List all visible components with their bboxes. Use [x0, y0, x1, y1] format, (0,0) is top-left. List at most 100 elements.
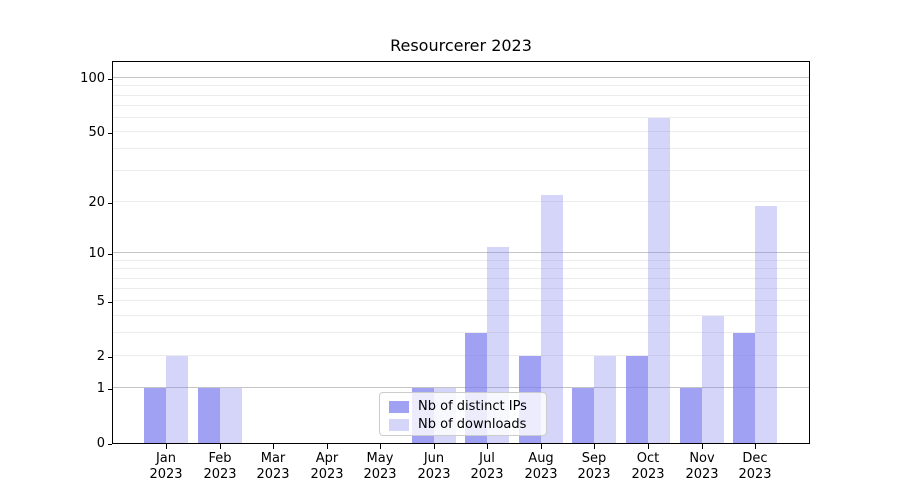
y-tick-mark-0: [108, 444, 112, 445]
x-tick-year: 2023: [738, 467, 772, 482]
x-tick-mark-sep: [594, 444, 595, 449]
bar-downloads-oct: [648, 117, 670, 443]
y-tick-label-0: 0: [96, 436, 105, 451]
legend-label: Nb of distinct IPs: [418, 399, 527, 414]
x-tick-month: Sep: [581, 451, 607, 466]
y-tick-label-10: 10: [88, 246, 105, 261]
minor-gridline-30: [113, 170, 809, 172]
major-gridline-1: [113, 387, 809, 389]
legend-item-downloads: Nb of downloads: [389, 416, 537, 433]
x-tick-label-sep: Sep 2023: [562, 451, 626, 483]
x-tick-mark-aug: [541, 444, 542, 449]
minor-gridline-20: [113, 201, 809, 203]
x-tick-year: 2023: [685, 467, 719, 482]
minor-gridline-8: [113, 268, 809, 270]
legend: Nb of distinct IPs Nb of downloads: [379, 392, 547, 436]
x-tick-label-jul: Jul 2023: [455, 451, 519, 483]
bar-downloads-sep: [594, 356, 617, 443]
x-tick-mark-feb: [220, 444, 221, 449]
x-tick-year: 2023: [310, 467, 344, 482]
minor-gridline-3: [113, 332, 809, 334]
legend-swatch-icon: [389, 418, 409, 431]
x-tick-month: Apr: [315, 451, 339, 466]
x-tick-label-aug: Aug 2023: [509, 451, 573, 483]
y-tick-label-2: 2: [96, 349, 105, 364]
x-tick-year: 2023: [470, 467, 504, 482]
x-tick-month: Jan: [155, 451, 177, 466]
x-tick-month: Jul: [479, 451, 495, 466]
x-tick-month: Nov: [689, 451, 715, 466]
x-tick-label-mar: Mar 2023: [241, 451, 305, 483]
y-tick-label-5: 5: [96, 294, 105, 309]
x-tick-mark-nov: [702, 444, 703, 449]
minor-gridline-9: [113, 259, 809, 261]
bar-ips-dec: [733, 333, 755, 443]
minor-gridline-90: [113, 85, 809, 87]
x-tick-label-apr: Apr 2023: [295, 451, 359, 483]
bar-downloads-aug: [540, 195, 563, 443]
bar-downloads-feb: [219, 388, 242, 443]
minor-gridline-70: [113, 104, 809, 106]
x-tick-mark-jul: [487, 444, 488, 449]
x-tick-mark-jun: [434, 444, 435, 449]
minor-gridline-60: [113, 116, 809, 118]
major-gridline-10: [113, 252, 809, 254]
chart-title: Resourcerer 2023: [390, 36, 532, 55]
x-tick-month: Oct: [636, 451, 660, 466]
bar-ips-nov: [679, 388, 702, 443]
x-tick-label-oct: Oct 2023: [616, 451, 680, 483]
legend-item-distinct-ips: Nb of distinct IPs: [389, 398, 537, 415]
y-tick-mark-100: [108, 79, 112, 80]
y-tick-label-50: 50: [88, 125, 105, 140]
bar-downloads-dec: [755, 206, 777, 443]
bar-ips-oct: [626, 356, 648, 443]
y-tick-mark-50: [108, 133, 112, 134]
x-tick-month: Dec: [742, 451, 768, 466]
y-tick-mark-5: [108, 302, 112, 303]
x-tick-year: 2023: [363, 467, 397, 482]
legend-label: Nb of downloads: [418, 417, 527, 432]
minor-gridline-80: [113, 94, 809, 96]
minor-gridline-40: [113, 148, 809, 150]
x-tick-year: 2023: [203, 467, 237, 482]
x-tick-label-jan: Jan 2023: [134, 451, 198, 483]
bar-downloads-nov: [701, 315, 724, 443]
x-tick-month: Jun: [423, 451, 445, 466]
x-tick-mark-mar: [273, 444, 274, 449]
x-tick-year: 2023: [524, 467, 558, 482]
x-tick-month: Aug: [528, 451, 554, 466]
x-tick-year: 2023: [149, 467, 183, 482]
x-tick-month: Mar: [260, 451, 286, 466]
x-tick-month: Feb: [208, 451, 232, 466]
y-tick-label-20: 20: [88, 195, 105, 210]
minor-gridline-5: [113, 300, 809, 302]
bar-ips-feb: [197, 388, 220, 443]
x-tick-mark-oct: [648, 444, 649, 449]
y-tick-label-100: 100: [80, 71, 105, 86]
x-tick-year: 2023: [256, 467, 290, 482]
x-tick-year: 2023: [577, 467, 611, 482]
y-tick-label-1: 1: [96, 381, 105, 396]
x-tick-mark-dec: [755, 444, 756, 449]
plot-area: [112, 61, 810, 444]
x-tick-label-feb: Feb 2023: [188, 451, 252, 483]
y-tick-mark-2: [108, 357, 112, 358]
x-tick-label-jun: Jun 2023: [402, 451, 466, 483]
x-tick-mark-jan: [166, 444, 167, 449]
y-tick-mark-10: [108, 254, 112, 255]
bar-ips-jan: [144, 388, 166, 443]
y-tick-mark-20: [108, 203, 112, 204]
minor-gridline-2: [113, 355, 809, 357]
minor-gridline-50: [113, 131, 809, 133]
minor-gridline-6: [113, 288, 809, 290]
legend-swatch-icon: [389, 400, 409, 413]
x-tick-month: May: [366, 451, 394, 466]
x-tick-year: 2023: [631, 467, 665, 482]
x-tick-label-dec: Dec 2023: [723, 451, 787, 483]
major-gridline-100: [113, 77, 809, 78]
bar-ips-sep: [572, 388, 595, 443]
minor-gridline-7: [113, 277, 809, 279]
x-tick-year: 2023: [417, 467, 451, 482]
x-tick-mark-apr: [327, 444, 328, 449]
